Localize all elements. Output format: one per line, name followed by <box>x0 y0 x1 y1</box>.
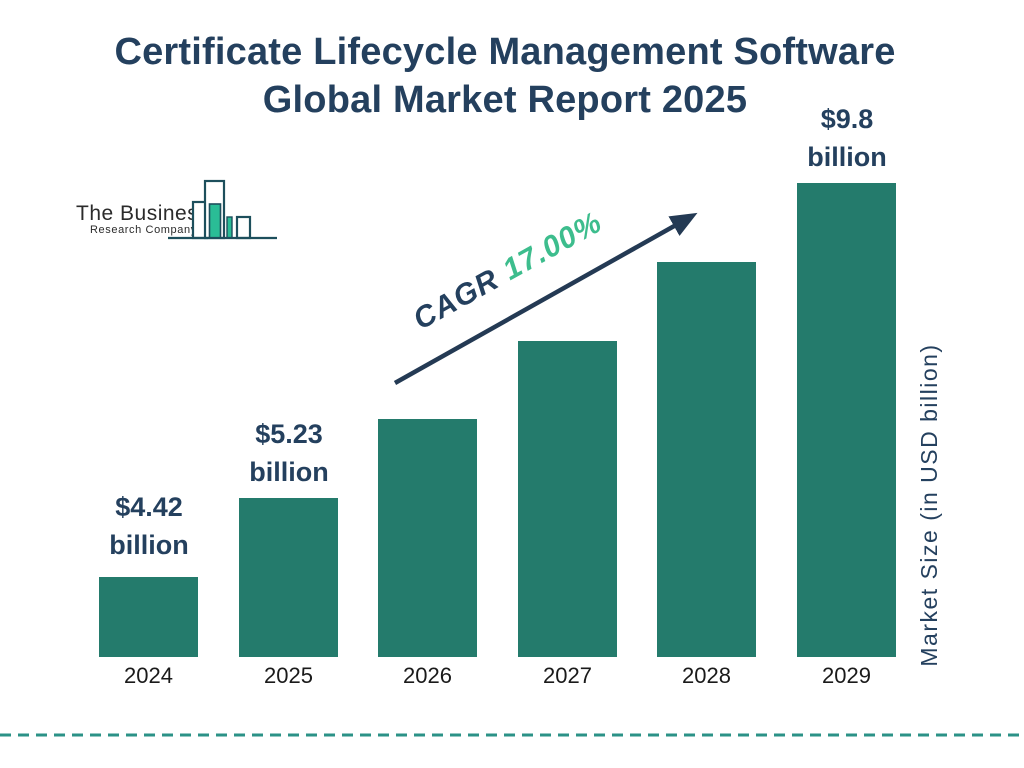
year-label-2025: 2025 <box>264 663 313 688</box>
bar-2029 <box>797 183 896 657</box>
bottom-dashed-divider <box>0 733 1024 737</box>
bar-2024 <box>99 577 198 657</box>
cagr-value: 17.00% <box>497 205 608 287</box>
value-label-2029: $9.8 billion <box>762 100 932 176</box>
page-title-line2: Global Market Report 2025 <box>262 79 748 121</box>
year-label-2027: 2027 <box>543 663 592 688</box>
logo-company-name: The Business <box>76 202 210 225</box>
bar-2028 <box>657 262 756 657</box>
value-label-2024: $4.42 billion <box>64 488 234 564</box>
value-label-unit: billion <box>249 457 329 487</box>
cagr-label: CAGR <box>407 262 505 337</box>
value-label-amount: $9.8 <box>820 104 874 134</box>
page-title-line1: Certificate Lifecycle Management Softwar… <box>114 31 896 73</box>
value-label-amount: $5.23 <box>255 419 323 449</box>
value-label-unit: billion <box>109 530 189 560</box>
year-label-2029: 2029 <box>822 663 871 688</box>
bar-2025 <box>239 498 338 657</box>
page-title: Certificate Lifecycle Management Softwar… <box>0 28 1010 124</box>
year-label-2024: 2024 <box>124 663 173 688</box>
logo-bar-chart-icon <box>168 179 277 240</box>
company-logo: The Business Research Company <box>70 172 300 247</box>
value-label-2025: $5.23 billion <box>204 415 374 491</box>
value-label-unit: billion <box>807 142 887 172</box>
bar-2027 <box>518 341 617 657</box>
value-label-amount: $4.42 <box>115 492 183 522</box>
logo-tagline: Research Company <box>90 224 197 236</box>
cagr-annotation: CAGR17.00% <box>402 202 618 347</box>
year-label-2028: 2028 <box>682 663 731 688</box>
y-axis-title: Market Size (in USD billion) <box>916 343 942 667</box>
year-label-2026: 2026 <box>403 663 452 688</box>
bar-2026 <box>378 419 477 657</box>
